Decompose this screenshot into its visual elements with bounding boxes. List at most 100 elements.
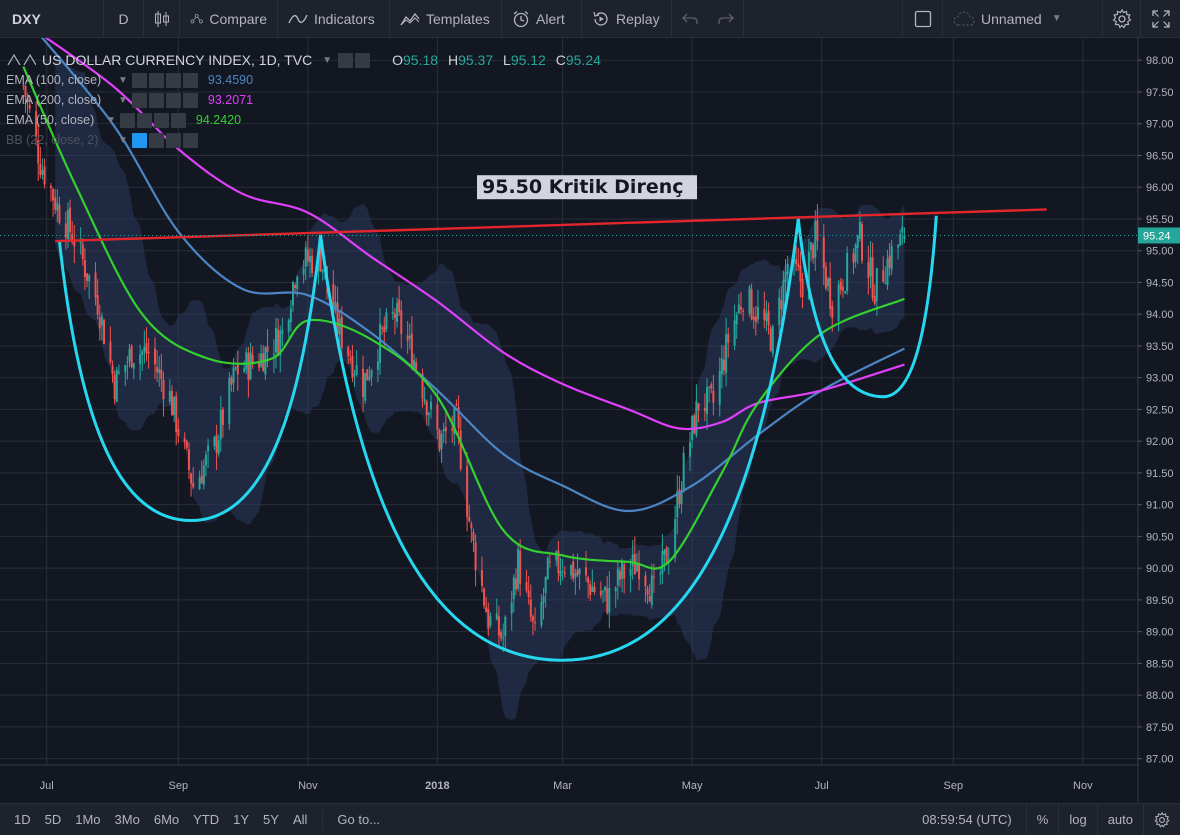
templates-button[interactable]: Templates bbox=[390, 0, 502, 38]
plus-icon[interactable] bbox=[165, 92, 181, 108]
close-icon[interactable] bbox=[182, 92, 198, 108]
plus-icon[interactable] bbox=[165, 72, 181, 88]
candle-body bbox=[472, 532, 475, 541]
range-1y[interactable]: 1Y bbox=[233, 812, 250, 827]
range-3mo[interactable]: 3Mo bbox=[114, 812, 140, 827]
candle-body bbox=[767, 311, 770, 326]
close-icon[interactable] bbox=[182, 132, 198, 148]
chart-pane[interactable]: 95.50 Kritik Direnç 98.00 97.50 97.00 96.50… bbox=[0, 38, 1180, 803]
candle-body bbox=[621, 561, 624, 579]
price-chart[interactable]: 95.50 Kritik Direnç 98.00 97.50 97.00 96.50… bbox=[0, 38, 1180, 803]
replay-button[interactable]: Replay bbox=[582, 0, 672, 38]
candle-body bbox=[733, 320, 736, 346]
candle-body bbox=[574, 573, 577, 578]
chart-style-button[interactable] bbox=[144, 0, 180, 38]
undo-button[interactable] bbox=[672, 0, 708, 38]
symbol-search-button[interactable]: DXY bbox=[0, 0, 104, 38]
candle bbox=[584, 551, 587, 582]
undo-icon bbox=[682, 13, 698, 24]
eye-icon[interactable] bbox=[119, 112, 135, 128]
eye-icon[interactable] bbox=[131, 92, 147, 108]
candle bbox=[542, 587, 545, 620]
candle bbox=[94, 262, 97, 306]
legend-ema-50[interactable]: EMA (50, close) ▼ 94.2420 bbox=[6, 110, 601, 130]
legend-bb[interactable]: BB (22, close, 2) ▼ bbox=[6, 130, 601, 150]
candle bbox=[202, 459, 205, 490]
candle bbox=[96, 279, 99, 320]
settings-small-icon[interactable] bbox=[148, 132, 164, 148]
range-6mo[interactable]: 6Mo bbox=[153, 812, 180, 827]
candle bbox=[682, 446, 685, 493]
ema-100-value: 93.4590 bbox=[207, 73, 254, 87]
settings-small-icon[interactable] bbox=[148, 92, 164, 108]
settings-small-icon[interactable] bbox=[136, 112, 152, 128]
candle-body bbox=[616, 568, 619, 586]
candle-body bbox=[829, 277, 832, 309]
candle-body bbox=[35, 111, 38, 137]
legend-main-series[interactable]: US DOLLAR CURRENCY INDEX, 1D, TVC ▼ O95.… bbox=[6, 50, 601, 70]
percent-scale-toggle[interactable]: % bbox=[1025, 804, 1059, 835]
range-5y[interactable]: 5Y bbox=[263, 812, 279, 827]
eye-icon[interactable] bbox=[338, 52, 354, 68]
candle-body bbox=[88, 275, 91, 282]
clock-timezone[interactable]: 08:59:54 (UTC) bbox=[922, 812, 1012, 827]
candle bbox=[722, 345, 725, 376]
legend-series-chevron-icon[interactable]: ▼ bbox=[322, 54, 333, 66]
close-icon[interactable] bbox=[170, 112, 186, 128]
auto-scale-toggle[interactable]: auto bbox=[1096, 804, 1143, 835]
candle-body bbox=[130, 345, 133, 368]
close-icon[interactable] bbox=[182, 72, 198, 88]
candle-body bbox=[332, 283, 335, 312]
plus-icon[interactable] bbox=[153, 112, 169, 128]
candle bbox=[839, 278, 842, 295]
range-1mo[interactable]: 1Mo bbox=[75, 812, 101, 827]
alert-button[interactable]: Alert bbox=[502, 0, 582, 38]
legend-ema-100[interactable]: EMA (100, close) ▼ 93.4590 bbox=[6, 70, 601, 90]
bb-controls[interactable] bbox=[131, 132, 198, 148]
legend-series-controls[interactable] bbox=[338, 52, 371, 68]
ema-200-controls[interactable] bbox=[131, 92, 198, 108]
candle-body bbox=[837, 284, 840, 321]
settings-button[interactable] bbox=[1102, 0, 1140, 38]
candle-body bbox=[351, 356, 354, 378]
candle bbox=[754, 305, 757, 336]
log-scale-toggle[interactable]: log bbox=[1058, 804, 1096, 835]
maximize-button[interactable] bbox=[1140, 0, 1180, 38]
fullscreen-select-button[interactable] bbox=[902, 0, 942, 38]
plus-icon[interactable] bbox=[165, 132, 181, 148]
candle bbox=[109, 326, 112, 365]
candle bbox=[98, 304, 101, 341]
ema-100-controls[interactable] bbox=[131, 72, 198, 88]
indicators-button[interactable]: Indicators bbox=[278, 0, 390, 38]
legend-ema-200[interactable]: EMA (200, close) ▼ 93.2071 bbox=[6, 90, 601, 110]
settings-small-icon[interactable] bbox=[355, 52, 371, 68]
bb-chevron-icon[interactable]: ▼ bbox=[118, 134, 128, 146]
ema-50-controls[interactable] bbox=[119, 112, 186, 128]
ema-100-chevron-icon[interactable]: ▼ bbox=[118, 74, 128, 86]
candle-body bbox=[871, 257, 874, 299]
interval-button[interactable]: D bbox=[104, 0, 144, 38]
chart-settings-button[interactable] bbox=[1143, 804, 1180, 835]
goto-date-button[interactable]: Go to... bbox=[337, 812, 381, 827]
eye-hidden-icon[interactable] bbox=[131, 132, 147, 148]
candle-body bbox=[79, 240, 82, 244]
range-1d[interactable]: 1D bbox=[14, 812, 31, 827]
compare-button[interactable]: Compare bbox=[180, 0, 278, 38]
candle-body bbox=[844, 291, 847, 294]
settings-small-icon[interactable] bbox=[148, 72, 164, 88]
candle bbox=[846, 246, 849, 296]
ema-200-chevron-icon[interactable]: ▼ bbox=[118, 94, 128, 106]
candle bbox=[362, 355, 365, 413]
eye-icon[interactable] bbox=[131, 72, 147, 88]
redo-button[interactable] bbox=[708, 0, 744, 38]
candle bbox=[277, 318, 280, 356]
candle-body bbox=[742, 310, 745, 312]
ema-50-chevron-icon[interactable]: ▼ bbox=[106, 114, 116, 126]
drawing-slash-icon bbox=[7, 53, 36, 66]
range-all[interactable]: All bbox=[292, 812, 308, 827]
range-5d[interactable]: 5D bbox=[44, 812, 62, 827]
range-ytd[interactable]: YTD bbox=[193, 812, 220, 827]
candle-body bbox=[739, 306, 742, 310]
layout-name-button[interactable]: Unnamed ▼ bbox=[942, 0, 1102, 38]
candle-body bbox=[204, 454, 207, 466]
